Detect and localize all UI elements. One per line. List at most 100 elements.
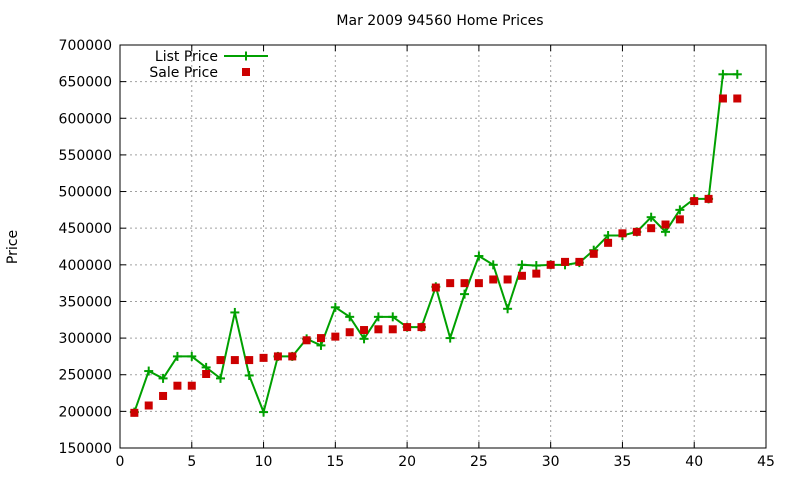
x-tick-label: 0 [116,454,125,470]
y-tick-label: 550000 [59,148,112,164]
sale-price-point [259,353,268,362]
sale-price-point [460,279,469,288]
list-price-point [187,351,197,361]
plot-frame [119,44,767,449]
list-price-point [215,373,225,383]
sale-price-point [360,326,369,335]
series-1 [129,69,742,417]
list-price-point [474,251,484,261]
sale-price-point [144,401,153,410]
sale-price-point [388,325,397,334]
list-price-point [388,312,398,322]
sale-price-point [632,227,641,236]
list-price-point [244,370,254,380]
sale-price-point [230,356,239,365]
list-price-point [373,312,383,322]
sale-price-point [187,381,196,390]
legend-square-marker [242,68,250,76]
list-price-point [144,366,154,376]
list-price-point [316,340,326,350]
y-tick-label: 150000 [59,441,112,457]
sale-price-point [159,391,168,400]
sale-price-point [331,332,340,341]
sale-price-point [647,224,656,233]
sale-price-point [733,94,742,103]
y-tick-label: 400000 [59,258,112,274]
sale-price-point [288,352,297,361]
legend-label: Sale Price [149,65,218,81]
x-tick-label: 15 [326,454,344,470]
sale-price-point [302,336,311,345]
y-tick-label: 300000 [59,331,112,347]
sale-price-point [202,369,211,378]
y-tick-label: 700000 [59,38,112,54]
series-2 [130,94,742,417]
list-price-point [172,351,182,361]
y-tick-label: 200000 [59,404,112,420]
sale-price-point [316,334,325,343]
sale-price-point [561,257,570,266]
sale-price-point [345,328,354,337]
x-tick-label: 45 [757,454,775,470]
sale-price-point [417,323,426,332]
list-price-point [158,373,168,383]
x-tick-label: 30 [542,454,560,470]
sale-price-point [130,408,139,417]
list-price-point [517,260,527,270]
sale-price-point [517,271,526,280]
legend-label: List Price [155,49,218,65]
y-axis-label: Price [5,230,21,264]
axis-ticks: 0 5 10 15 20 25 30 35 40 45 150000 200000 250000 3000… [59,38,775,470]
list-price-point [732,69,742,79]
sale-price-point [618,229,627,238]
sale-price-point [575,257,584,266]
list-price-point [345,312,355,322]
sale-price-point [431,283,440,292]
sale-price-point [718,94,727,103]
list-price-point [259,407,269,417]
list-price-point [531,261,541,271]
grid-lines [120,45,766,448]
sale-price-point [604,238,613,247]
sale-price-point [589,249,598,258]
list-price-point [503,304,513,314]
y-tick-label: 250000 [59,368,112,384]
list-price-point [230,307,240,317]
list-price-point [330,302,340,312]
list-price-point [460,289,470,299]
y-tick-label: 650000 [59,75,112,91]
sale-price-point [273,352,282,361]
y-tick-label: 600000 [59,111,112,127]
chart-title: Mar 2009 94560 Home Prices [336,13,543,29]
y-tick-label: 350000 [59,294,112,310]
sale-price-point [374,325,383,334]
legend-plus-marker [241,51,251,61]
list-price-point [661,227,671,237]
x-tick-label: 40 [685,454,703,470]
sale-price-point [216,356,225,365]
list-price-point [675,205,685,215]
sale-price-point [546,260,555,269]
x-tick-label: 35 [614,454,632,470]
sale-price-point [675,215,684,224]
list-price-point [359,334,369,344]
x-tick-label: 20 [398,454,416,470]
list-price-point [718,69,728,79]
sale-price-point [532,269,541,278]
sale-price-point [173,381,182,390]
y-tick-label: 450000 [59,221,112,237]
sale-price-point [704,194,713,203]
x-tick-label: 10 [255,454,273,470]
sale-price-point [661,220,670,229]
x-tick-label: 5 [187,454,196,470]
list-price-point [445,333,455,343]
y-tick-label: 500000 [59,185,112,201]
sale-price-point [489,275,498,284]
sale-price-point [403,323,412,332]
sale-price-point [474,279,483,288]
sale-price-point [690,197,699,206]
series-layer [129,69,742,417]
list-price-point [603,231,613,241]
